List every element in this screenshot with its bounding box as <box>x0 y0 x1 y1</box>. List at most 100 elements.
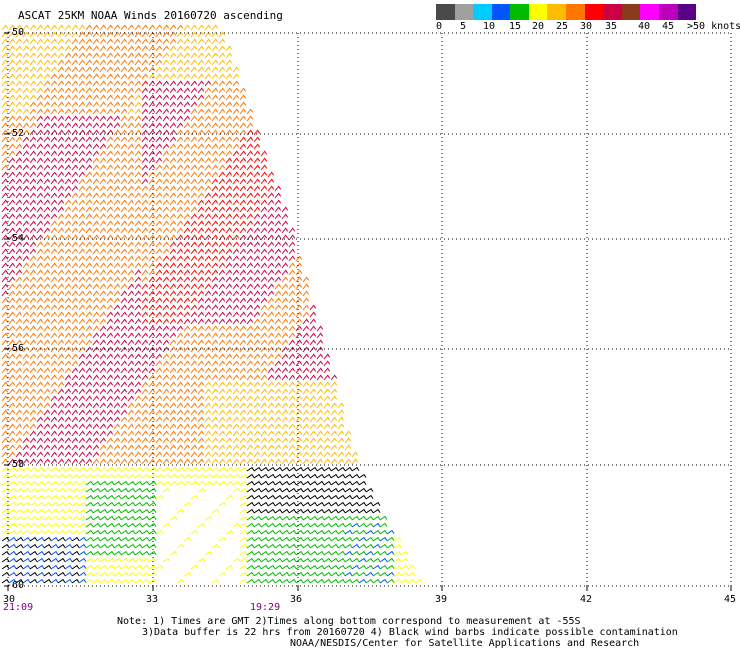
wind-barb <box>253 360 261 367</box>
wind-barb <box>218 73 226 80</box>
wind-barb <box>211 94 219 101</box>
wind-barb <box>64 374 72 381</box>
wind-barb <box>64 494 73 500</box>
wind-barb <box>267 508 276 514</box>
wind-barb <box>162 416 170 423</box>
wind-barb <box>253 515 262 521</box>
wind-barb <box>43 122 51 129</box>
wind-barb <box>50 416 58 423</box>
wind-barb <box>8 129 16 136</box>
wind-barb <box>99 227 107 234</box>
wind-barb <box>358 543 367 549</box>
wind-barb <box>120 87 128 94</box>
wind-barb <box>120 157 128 164</box>
legend-label: 35 <box>605 21 618 32</box>
wind-barb <box>78 508 87 514</box>
wind-barb <box>218 122 226 129</box>
wind-barb <box>113 444 121 451</box>
wind-barb <box>141 550 150 556</box>
wind-barb <box>190 164 198 171</box>
wind-barb <box>267 339 275 346</box>
wind-barb <box>71 24 79 31</box>
wind-barb <box>15 150 23 157</box>
wind-barb <box>1 311 9 318</box>
wind-barb <box>50 178 58 185</box>
legend-swatch <box>658 4 678 20</box>
wind-barb <box>120 395 128 402</box>
wind-barb <box>85 304 93 311</box>
wind-barb <box>1 339 9 346</box>
wind-barb <box>162 297 170 304</box>
wind-barb <box>71 129 79 136</box>
wind-barb <box>71 444 79 451</box>
wind-barb <box>176 31 184 38</box>
wind-barb <box>162 206 170 213</box>
wind-barb <box>309 318 317 325</box>
wind-barb <box>323 437 331 444</box>
wind-barb <box>36 388 44 395</box>
wind-barb <box>92 550 101 556</box>
wind-barb <box>232 557 241 563</box>
wind-barb <box>204 129 212 136</box>
wind-barb <box>64 297 72 304</box>
wind-barb <box>36 437 44 444</box>
wind-barb <box>176 318 184 325</box>
wind-barb <box>22 557 31 563</box>
wind-barb <box>57 571 66 577</box>
wind-barb <box>78 262 86 269</box>
wind-barb <box>15 374 23 381</box>
wind-barb <box>43 269 51 276</box>
wind-barb <box>400 571 409 577</box>
wind-barb <box>106 199 114 206</box>
wind-barb <box>225 451 233 458</box>
wind-barb <box>197 52 205 59</box>
wind-barb <box>218 444 226 451</box>
wind-barb <box>302 437 310 444</box>
wind-barb <box>43 473 52 479</box>
wind-barb <box>29 45 37 52</box>
wind-barb <box>71 150 79 157</box>
wind-barb <box>246 213 254 220</box>
wind-barb <box>120 150 128 157</box>
wind-barb <box>92 283 100 290</box>
wind-barb <box>246 276 254 283</box>
wind-barb <box>260 269 268 276</box>
wind-barb <box>106 508 115 514</box>
wind-barb <box>113 290 121 297</box>
wind-barb <box>57 241 65 248</box>
wind-barb <box>78 430 86 437</box>
wind-barb <box>155 164 163 171</box>
wind-barb <box>295 353 303 360</box>
wind-barb <box>197 94 205 101</box>
wind-barb <box>64 423 72 430</box>
wind-barb <box>162 388 170 395</box>
wind-barb <box>141 143 149 150</box>
wind-barb <box>127 346 135 353</box>
wind-barb <box>85 466 94 472</box>
wind-barb <box>197 248 205 255</box>
wind-barb <box>176 480 185 486</box>
wind-barb <box>211 409 219 416</box>
wind-barb <box>155 206 163 213</box>
wind-barb <box>36 59 44 66</box>
wind-barb <box>57 550 66 556</box>
wind-barb <box>162 45 170 52</box>
wind-barb <box>176 388 184 395</box>
wind-barb <box>141 52 149 59</box>
wind-barb <box>57 164 65 171</box>
wind-barb <box>120 367 128 374</box>
wind-barb <box>57 129 65 136</box>
wind-barb <box>57 255 65 262</box>
wind-barb <box>253 346 261 353</box>
wind-barb <box>8 94 16 101</box>
wind-barb <box>22 480 31 486</box>
wind-barb <box>113 557 122 563</box>
wind-barb <box>239 185 247 192</box>
wind-barb <box>155 227 163 234</box>
wind-barb <box>260 227 268 234</box>
lat-label: -58 <box>6 459 25 470</box>
wind-barb <box>246 360 254 367</box>
wind-barb <box>141 388 149 395</box>
wind-barb <box>15 550 24 556</box>
wind-barb <box>106 38 114 45</box>
